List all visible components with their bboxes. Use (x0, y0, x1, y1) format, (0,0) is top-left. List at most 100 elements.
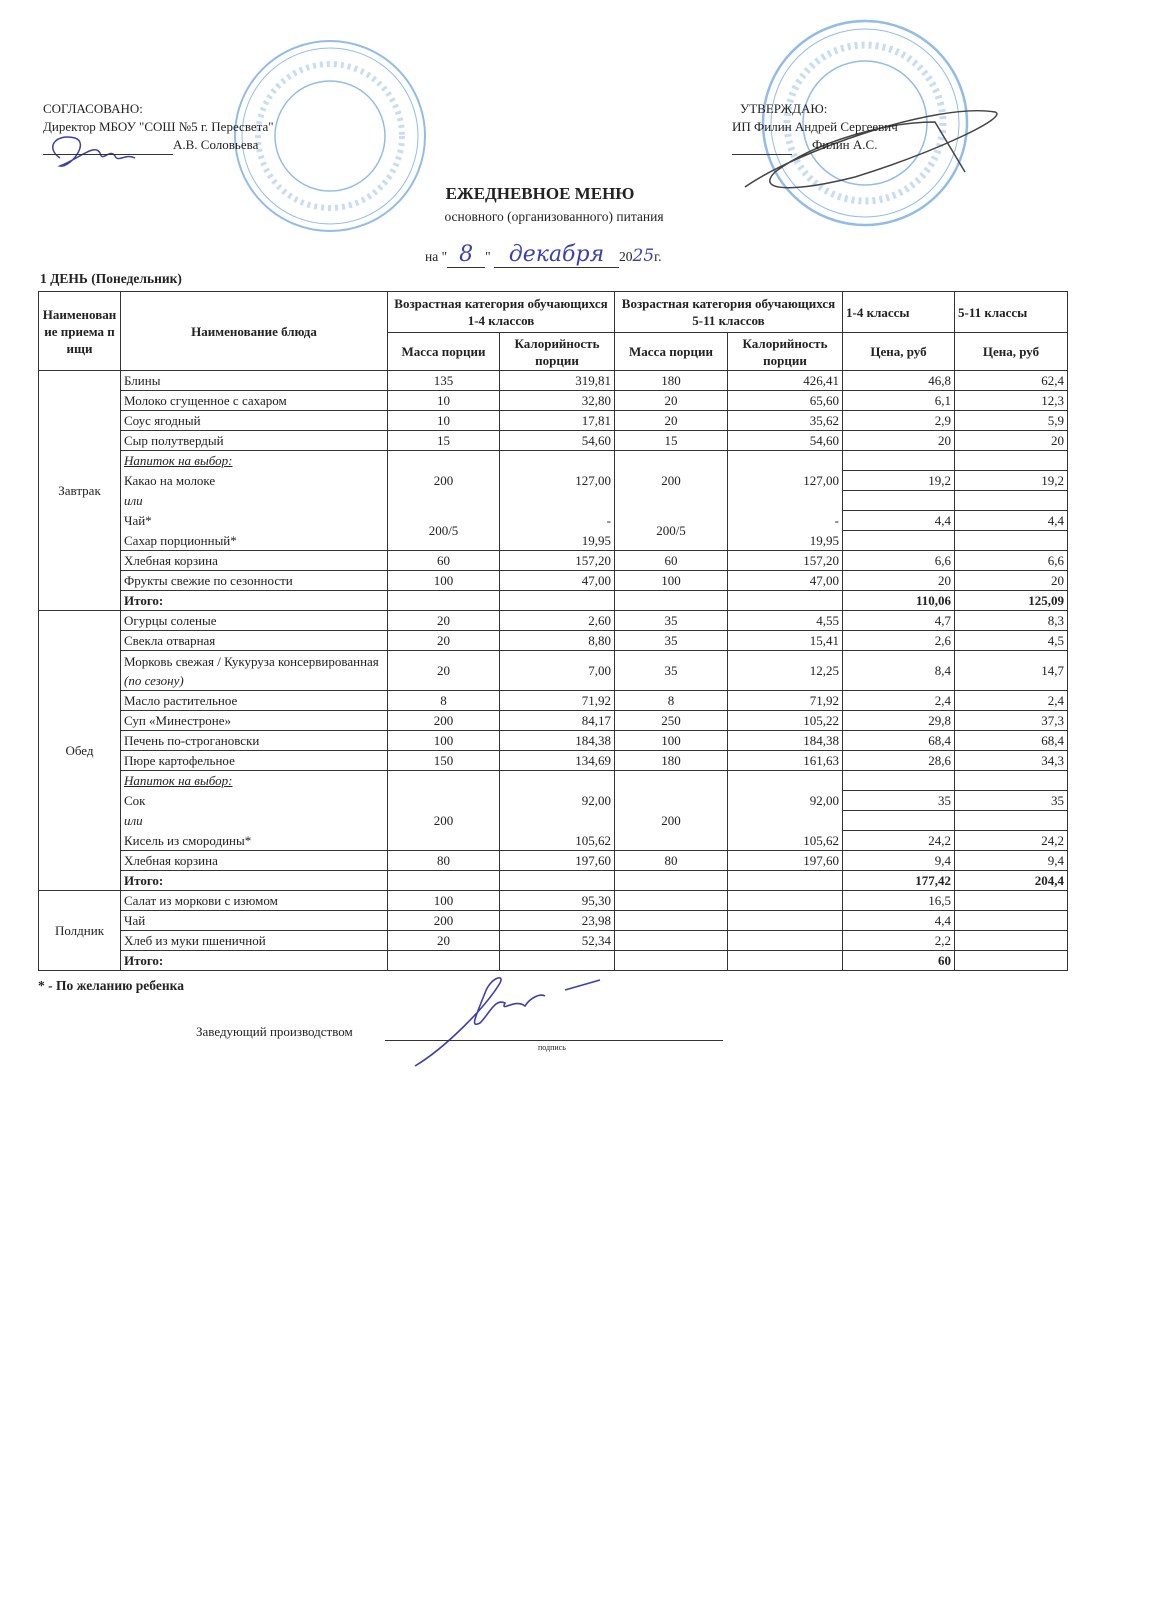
calories: - (727, 510, 843, 531)
total-row: Итого: 60 (39, 950, 1068, 971)
approval-right-heading: УТВЕРЖДАЮ: (740, 101, 828, 116)
portion-mass: 10 (387, 390, 500, 411)
approval-right-position: ИП Филин Андрей Сергеевич (732, 119, 898, 134)
dish-name: или (120, 490, 388, 511)
header-mass-2: Масса порции (614, 332, 728, 371)
calories: 127,00 (499, 470, 615, 491)
date-day: 8 (447, 242, 486, 268)
portion-mass: 200/5 (387, 510, 500, 551)
dish-label: или (124, 813, 143, 828)
signature-line (43, 136, 173, 155)
price-1-4: 2,9 (842, 410, 955, 431)
calories: 105,62 (727, 830, 843, 851)
calories: 95,30 (499, 890, 615, 911)
price-5-11: 68,4 (954, 730, 1068, 751)
calories (727, 930, 843, 951)
manager-signature-line (385, 1040, 723, 1041)
table-row: Хлеб из муки пшеничной 20 52,34 2,2 (39, 930, 1068, 951)
portion-mass (614, 950, 728, 971)
calories: 52,34 (499, 930, 615, 951)
table-row: Напиток на выбор: (39, 450, 1068, 471)
dish-name: Хлебная корзина (120, 550, 388, 571)
dish-note: (по сезону) (124, 672, 184, 688)
price-5-11: 8,3 (954, 610, 1068, 631)
dish-label: Сахар порционный* (124, 532, 237, 548)
price-1-4 (842, 530, 955, 551)
price-1-4: 46,8 (842, 370, 955, 391)
portion-mass (614, 790, 728, 811)
portion-mass: 80 (614, 850, 728, 871)
table-row: Сыр полутвердый 15 54,60 15 54,60 20 20 (39, 430, 1068, 451)
calories: 65,60 (727, 390, 843, 411)
price-5-11 (954, 890, 1068, 911)
calories: 71,92 (499, 690, 615, 711)
header-grade-1-4: 1-4 классы (842, 291, 955, 333)
date-suffix: г. (654, 249, 662, 264)
header-mass-1: Масса порции (387, 332, 500, 371)
approval-left: СОГЛАСОВАНО: Директор МБОУ "СОШ №5 г. Пе… (43, 100, 274, 155)
portion-mass: 200 (614, 810, 728, 831)
dish-label: Свекла отварная (124, 633, 216, 648)
table-row: Хлебная корзина 80 197,60 80 197,60 9,4 9,4 (39, 850, 1068, 871)
calories (499, 810, 615, 831)
table-row: Пюре картофельное 150 134,69 180 161,63 28,6 3… (39, 750, 1068, 771)
dish-label: Напиток на выбор: (124, 773, 233, 789)
dish-label: Суп «Минестроне» (124, 713, 231, 728)
dish-name: Сок (120, 790, 388, 811)
dish-name: Напиток на выбор: (120, 770, 388, 791)
calories: 8,80 (499, 630, 615, 651)
calories: 127,00 (727, 470, 843, 491)
dish-name: Итого: (120, 950, 388, 971)
calories (499, 870, 615, 891)
calories (727, 770, 843, 791)
portion-mass: 35 (614, 630, 728, 651)
table-row: Масло растительное 8 71,92 8 71,92 2,4 2,4 (39, 690, 1068, 711)
calories: 92,00 (727, 790, 843, 811)
table-row: Молоко сгущенное с сахаром 10 32,80 20 65,60… (39, 390, 1068, 411)
table-row: или (39, 490, 1068, 511)
price-5-11 (954, 530, 1068, 551)
dish-label: Хлебная корзина (124, 553, 218, 568)
portion-mass: 200 (387, 710, 500, 731)
meal-name: Обед (38, 610, 121, 891)
portion-mass (387, 590, 500, 611)
dish-label: Кисель из смородины* (124, 832, 252, 848)
dish-label: Какао на молоке (124, 473, 216, 488)
header-price-1: Цена, руб (842, 332, 955, 371)
meal-name: Завтрак (38, 370, 121, 611)
portion-mass (614, 490, 728, 511)
day-label: 1 ДЕНЬ (Понедельник) (40, 271, 182, 286)
dish-name: Фрукты свежие по сезонности (120, 570, 388, 591)
header-grade-5-11: 5-11 классы (954, 291, 1068, 333)
dish-name: Молоко сгущенное с сахаром (120, 390, 388, 411)
price-1-4: 19,2 (842, 470, 955, 491)
table-row: Сахар порционный* 19,95 19,95 (39, 530, 1068, 551)
dish-name: Блины (120, 370, 388, 391)
calories (499, 490, 615, 511)
calories: 17,81 (499, 410, 615, 431)
portion-mass: 180 (614, 750, 728, 771)
entrepreneur-stamp (761, 19, 969, 227)
price-1-4: 177,42 (842, 870, 955, 891)
table-row: Полдник Салат из моркови с изюмом 100 95,30… (38, 890, 1068, 971)
dish-name: Суп «Минестроне» (120, 710, 388, 731)
portion-mass: 15 (614, 430, 728, 451)
price-5-11: 20 (954, 430, 1068, 451)
table-row: или 200 200 (39, 810, 1068, 831)
dish-label: Печень по-строгановски (124, 733, 260, 748)
calories (727, 490, 843, 511)
calories: 157,20 (727, 550, 843, 571)
price-1-4: 9,4 (842, 850, 955, 871)
calories (499, 590, 615, 611)
price-5-11 (954, 910, 1068, 931)
portion-mass (387, 450, 500, 471)
price-1-4: 4,4 (842, 910, 955, 931)
price-5-11: 4,5 (954, 630, 1068, 651)
calories: 2,60 (499, 610, 615, 631)
portion-mass: 60 (614, 550, 728, 571)
dish-name: Чай* (120, 510, 388, 531)
price-5-11 (954, 950, 1068, 971)
menu-table: Наименование приема пищи Наименование бл… (38, 291, 1068, 971)
production-manager-block: Заведующий производством подпись (38, 994, 723, 1064)
portion-mass: 10 (387, 410, 500, 431)
